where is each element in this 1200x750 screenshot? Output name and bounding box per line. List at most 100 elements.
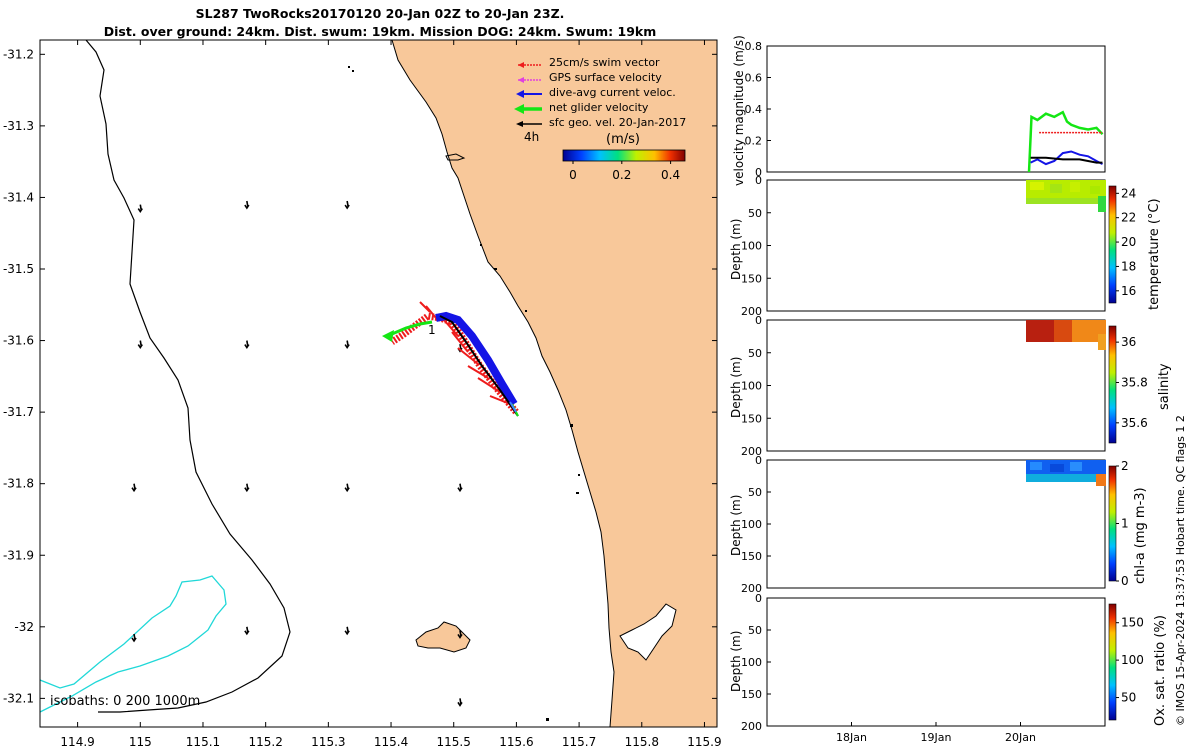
legend-sfc-geo-label: sfc geo. vel. 20-Jan-2017: [549, 116, 686, 129]
map-x-tick-label: 115.9: [687, 735, 721, 749]
velocity-axes: [767, 46, 1105, 172]
map-y-tick-label: -31.3: [3, 119, 34, 133]
geo-velocity-arrow: [245, 201, 249, 208]
colorbar-tick-label: 24: [1121, 186, 1136, 200]
oxygen-colorbar-label: Ox. sat. ratio (%): [1153, 615, 1168, 726]
map-colorbar-tick-label: 0: [569, 168, 577, 182]
dive-avg-track: [436, 316, 514, 404]
map-x-tick-label: 115.6: [499, 735, 533, 749]
geo-velocity-arrow: [345, 484, 349, 491]
colorbar-tick-label: 35.8: [1121, 375, 1148, 389]
salinity-colorbar-label: salinity: [1157, 363, 1172, 410]
depth-y-tick-label: 100: [741, 380, 762, 393]
depth-y-tick-label: 200: [741, 720, 762, 733]
chl-colorbar-label: chl-a (mg m-3): [1133, 487, 1148, 584]
geo-velocity-arrow: [138, 341, 142, 348]
legend-swim-label: 25cm/s swim vector: [549, 56, 660, 69]
glider-track: 1: [382, 302, 518, 416]
depth-y-tick-label: 50: [748, 624, 762, 637]
depth-y-tick-label: 0: [755, 592, 762, 605]
temperature-y-label: Depth (m): [729, 219, 743, 280]
colorbar-tick-label: 16: [1121, 284, 1136, 298]
salinity-colorbar-ticks: 35.6 35.8 36: [1116, 335, 1148, 430]
depth-y-tick-label: 150: [741, 412, 762, 425]
colorbar-tick-label: 20: [1121, 235, 1136, 249]
colorbar-tick-label: 35.6: [1121, 416, 1148, 430]
map-panel: 1 25cm/s swim vector GPS surface velocit…: [3, 40, 722, 749]
geo-velocity-arrow: [132, 634, 136, 641]
map-y-tick-label: -32.1: [3, 691, 34, 705]
geo-velocity-arrow: [138, 205, 142, 212]
depth-y-tick-label: 0: [755, 174, 762, 187]
date-x-tick-label: 19Jan: [921, 731, 952, 744]
legend-net-label: net glider velocity: [549, 101, 649, 114]
geo-velocity-arrow: [345, 627, 349, 634]
velocity-y-tick-label: 0.6: [745, 72, 763, 85]
depth-y-tick-label: 150: [741, 550, 762, 563]
colorbar-tick-label: 0: [1121, 574, 1129, 588]
geo-velocity-arrow: [458, 484, 462, 491]
colorbar-tick-label: 36: [1121, 335, 1136, 349]
interval-label: 4h: [524, 130, 539, 144]
map-y-tick-label: -31.4: [3, 190, 34, 204]
depth-y-tick-label: 100: [741, 240, 762, 253]
chl-panel: 050100150200 Depth (m) 012 chl-a (mg m-3…: [729, 454, 1148, 595]
geo-velocity-arrow: [245, 484, 249, 491]
colorbar-tick-label: 1: [1121, 517, 1129, 531]
depth-y-tick-label: 150: [741, 688, 762, 701]
legend-gps-label: GPS surface velocity: [549, 71, 662, 84]
depth-y-tick-label: 0: [755, 454, 762, 467]
geo-velocity-arrows: [132, 201, 462, 705]
geo-velocity-arrow: [132, 484, 136, 491]
map-x-tick-label: 115.4: [374, 735, 408, 749]
map-y-tick-label: -31.7: [3, 405, 34, 419]
oxygen-axes: [767, 598, 1105, 726]
map-x-tick-label: 115: [129, 735, 152, 749]
legend-dive-avg-label: dive-avg current veloc.: [549, 86, 676, 99]
imos-credit: © IMOS 15-Apr-2024 13:37:53 Hobart time.…: [1174, 415, 1187, 726]
map-colorbar-tick-label: 0.2: [612, 168, 631, 182]
oxygen-y-label: Depth (m): [729, 631, 743, 692]
velocity-y-tick-label: 0.8: [745, 40, 763, 53]
salinity-y-label: Depth (m): [729, 357, 743, 418]
map-x-tick-label: 115.3: [311, 735, 345, 749]
map-colorbar: [563, 150, 685, 161]
track-point-label: 1: [428, 323, 436, 337]
geo-velocity-arrow: [345, 341, 349, 348]
oxygen-panel: 0 50 100 150 200 18Jan 19Jan 20Jan Depth (m) 5…: [729, 592, 1168, 744]
depth-y-tick-label: 50: [748, 207, 762, 220]
depth-y-tick-label: 50: [748, 486, 762, 499]
velocity-y-label: velocity magnitude (m/s): [732, 35, 746, 186]
map-y-tick-label: -31.2: [3, 47, 34, 61]
date-x-tick-label: 20Jan: [1005, 731, 1036, 744]
depth-y-tick-label: 0: [755, 314, 762, 327]
map-x-tick-label: 115.2: [248, 735, 282, 749]
colorbar-tick-label: 22: [1121, 211, 1136, 225]
salinity-colorbar: [1109, 326, 1116, 443]
chl-colorbar: [1109, 466, 1116, 581]
geo-velocity-arrow: [458, 698, 462, 705]
temperature-panel: 050100150200 Depth (m) 1618202224 temper…: [729, 174, 1162, 318]
temperature-colorbar-label: temperature (°C): [1147, 198, 1162, 310]
isobaths-legend: isobaths: 0 200 1000m: [50, 694, 200, 709]
map-y-tick-label: -32: [14, 620, 34, 634]
velocity-y-tick-label: 0.2: [745, 135, 763, 148]
map-x-tick-label: 115.5: [437, 735, 471, 749]
depth-y-tick-label: 150: [741, 272, 762, 285]
colorbar-tick-label: 18: [1121, 259, 1136, 273]
map-x-tick-label: 114.9: [60, 735, 94, 749]
salinity-panel: 050100150200 Depth (m) 35.635.836 salini…: [729, 314, 1172, 458]
colorbar-tick-label: 2: [1121, 459, 1129, 473]
oxygen-colorbar-ticks: 50100150: [1116, 616, 1144, 705]
temperature-colorbar-ticks: 16 18 20 22 24: [1116, 186, 1136, 298]
velocity-panel: 0 0.2 0.4 0.6 0.8 velocity magnitude (m/s): [732, 35, 1105, 186]
colorbar-tick-label: 50: [1121, 691, 1136, 705]
depth-y-tick-label: 100: [741, 656, 762, 669]
figure-canvas: 1 25cm/s swim vector GPS surface velocit…: [0, 0, 1200, 750]
geo-velocity-arrow: [245, 341, 249, 348]
depth-y-tick-label: 100: [741, 518, 762, 531]
map-y-tick-label: -31.6: [3, 334, 34, 348]
rottnest-island: [416, 622, 470, 652]
chl-y-label: Depth (m): [729, 495, 743, 556]
oxygen-colorbar: [1109, 604, 1116, 720]
